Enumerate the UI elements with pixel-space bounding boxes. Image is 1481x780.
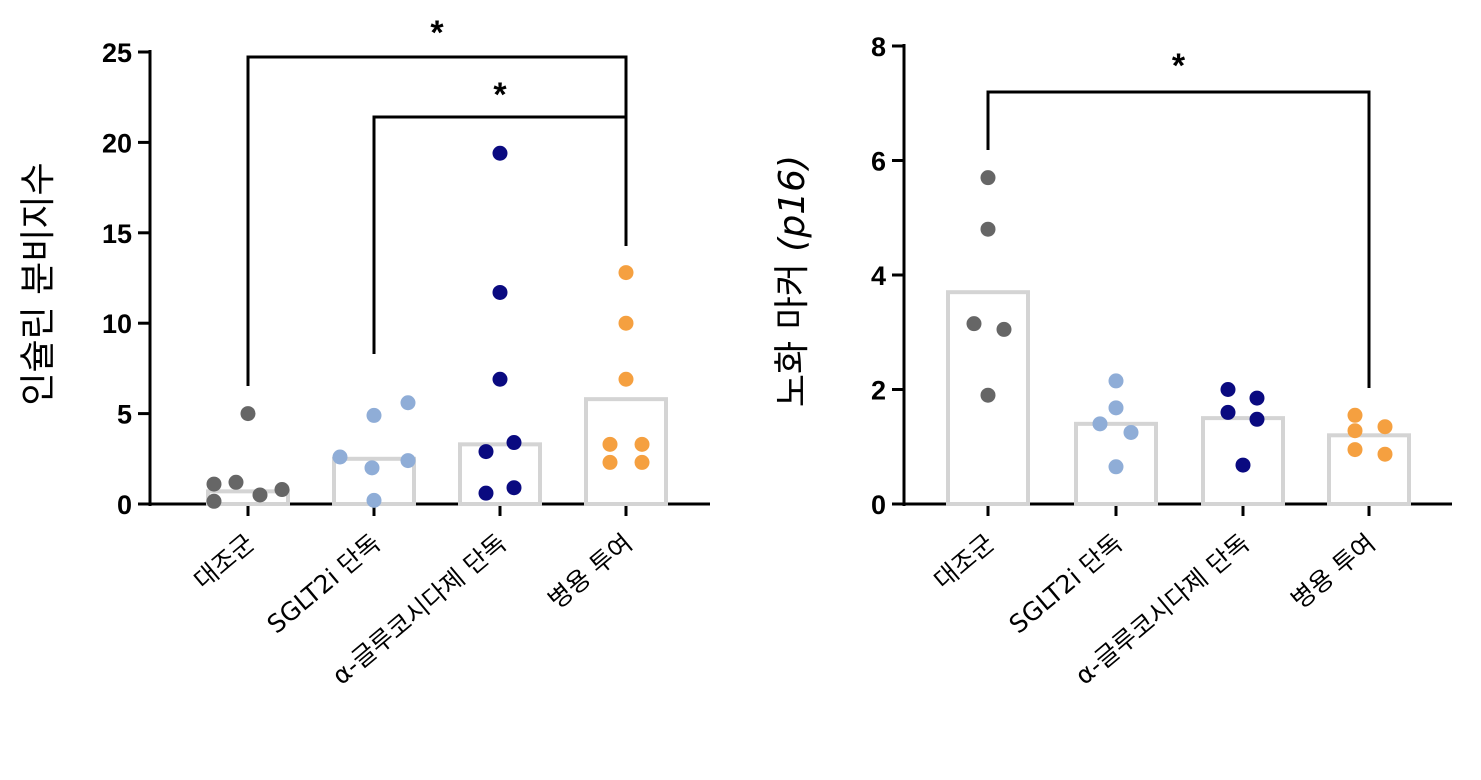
data-point <box>1108 459 1124 475</box>
data-point <box>980 170 996 186</box>
data-point <box>634 436 650 452</box>
significance-bracket <box>372 115 628 354</box>
significance-bracket <box>246 55 628 386</box>
y-tick-label: 6 <box>871 147 886 177</box>
y-tick-label: 25 <box>102 38 132 68</box>
data-point <box>400 453 416 469</box>
data-point <box>492 145 508 161</box>
bar <box>1327 433 1411 506</box>
data-point <box>966 316 982 332</box>
data-point <box>364 460 380 476</box>
data-point <box>206 476 222 492</box>
significance-star: * <box>430 14 444 52</box>
y-axis-title: 노화 마커 (p16) <box>772 155 813 407</box>
data-point <box>1220 382 1236 397</box>
data-point <box>618 265 634 281</box>
y-axis-title-main: 노화 마커 <box>772 252 813 407</box>
data-point <box>1108 373 1124 389</box>
bar <box>1201 416 1285 506</box>
data-point <box>492 371 508 387</box>
significance-bracket <box>986 90 1371 388</box>
data-point <box>1347 423 1363 439</box>
significance-star: * <box>493 76 507 114</box>
data-point <box>1249 411 1265 427</box>
data-point <box>252 487 268 503</box>
data-point <box>980 387 996 403</box>
data-point <box>1347 407 1363 423</box>
data-point <box>240 406 256 422</box>
data-point <box>492 284 508 300</box>
data-point <box>1123 424 1139 440</box>
data-point <box>602 436 618 452</box>
data-point <box>1347 442 1363 458</box>
category-label: SGLT2i 단독 <box>1004 528 1128 639</box>
data-point <box>400 395 416 411</box>
data-point <box>996 321 1012 337</box>
data-point <box>1092 416 1108 432</box>
significance-star: * <box>1172 47 1186 85</box>
y-tick-label: 8 <box>871 32 886 62</box>
bar <box>584 397 668 506</box>
category-label: 병용 투여 <box>543 528 638 614</box>
y-tick-label: 5 <box>117 400 132 430</box>
data-point <box>332 449 348 465</box>
y-axis-title: 인슐린 분비지수 <box>18 162 59 405</box>
y-tick-label: 15 <box>102 219 132 249</box>
data-point <box>274 482 290 498</box>
data-point <box>506 480 522 496</box>
data-point <box>1249 390 1265 406</box>
data-point <box>506 435 522 451</box>
data-point <box>1377 446 1393 462</box>
y-tick-label: 2 <box>871 376 886 406</box>
data-point <box>618 371 634 387</box>
category-label: SGLT2i 단독 <box>262 528 386 639</box>
data-point <box>1220 404 1236 420</box>
data-point <box>478 444 494 460</box>
bar <box>1074 421 1158 507</box>
data-point <box>634 454 650 470</box>
data-point <box>618 315 634 331</box>
y-tick-label: 20 <box>102 128 132 158</box>
y-tick-label: 4 <box>871 261 886 291</box>
category-label: 대조군 <box>188 528 260 595</box>
y-tick-label: 0 <box>117 490 132 520</box>
data-point <box>206 493 222 509</box>
y-tick-label: 0 <box>871 490 886 520</box>
category-label: 대조군 <box>928 528 1000 595</box>
data-point <box>980 221 996 237</box>
data-point <box>602 454 618 470</box>
data-point <box>366 492 382 508</box>
bar <box>458 442 542 506</box>
data-point <box>1108 400 1124 416</box>
data-point <box>366 407 382 423</box>
data-point <box>1235 457 1251 473</box>
data-point <box>478 485 494 501</box>
y-tick-label: 10 <box>102 309 132 339</box>
data-point <box>1377 419 1393 435</box>
data-point <box>228 474 244 490</box>
y-axis-title-italic: (p16) <box>772 155 813 252</box>
bar <box>946 290 1030 506</box>
category-label: 병용 투여 <box>1286 528 1381 614</box>
